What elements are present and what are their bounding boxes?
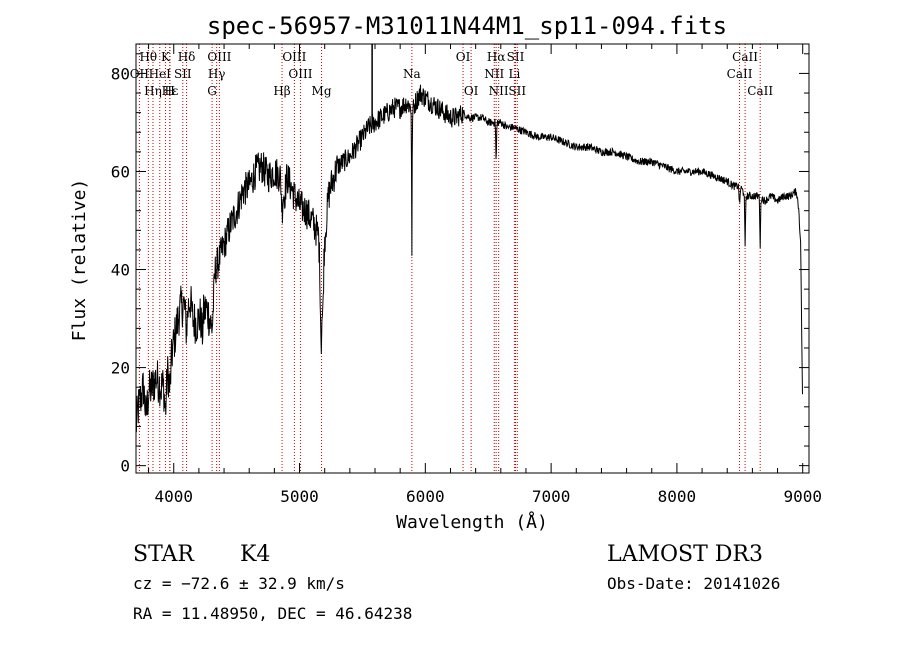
line-label: CaII [747,84,773,98]
y-tick-label: 80 [111,64,130,83]
y-tick-label: 40 [111,261,130,280]
line-label: Hα [487,50,506,64]
x-tick-label: 4000 [154,487,193,506]
line-label: SII [174,67,192,81]
line-label: SII [507,50,525,64]
line-label: Hε [162,84,179,98]
line-label: NII [489,84,509,98]
chart-title: spec-56957-M31011N44M1_sp11-094.fits [207,12,727,40]
coordinates-text: RA = 11.48950, DEC = 46.64238 [133,604,412,623]
line-label: OIII [288,67,312,81]
x-tick-label: 8000 [658,487,697,506]
spectrum-line [135,84,803,433]
line-label: OIII [207,50,231,64]
plot-frame [135,43,810,474]
line-label: H [164,84,174,98]
line-label: OI [464,84,479,98]
survey-label: LAMOST DR3 [607,542,763,567]
line-label: OIII [282,50,306,64]
line-label: CaII [732,50,758,64]
redshift-text: cz = −72.6 ± 32.9 km/s [133,574,345,593]
object-subclass: K4 [240,542,270,567]
x-tick-label: 9000 [783,487,822,506]
line-label: HeI [149,67,172,81]
y-tick-label: 60 [111,162,130,181]
line-label: Hη [144,84,162,98]
line-label: Hθ [139,50,157,64]
line-label: Li [508,67,520,81]
line-label: G [207,84,217,98]
y-axis-label: Flux (relative) [69,179,90,342]
x-tick-label: 5000 [280,487,319,506]
y-tick-label: 0 [120,457,130,476]
line-label: CaII [727,67,753,81]
axis-ticks [136,44,809,473]
line-label: K [161,50,171,64]
spectral-line-markers [138,44,761,473]
line-label: Hβ [273,84,290,98]
object-class: STAR [133,542,195,567]
obs-date-text: Obs-Date: 20141026 [607,574,780,593]
x-axis-label: Wavelength (Å) [396,511,548,533]
line-label: SII [508,84,526,98]
line-label: Hδ [178,50,196,64]
line-label: Mg [312,84,332,98]
line-label: OI [456,50,471,64]
axis-tick-labels: 4000 5000 6000 7000 8000 9000 0 20 40 60 80 [111,64,822,506]
line-label: OII [130,67,150,81]
line-label: Na [403,67,421,81]
line-label: Hγ [208,67,226,81]
x-tick-label: 7000 [532,487,571,506]
line-label: NII [484,67,504,81]
y-tick-label: 20 [111,359,130,378]
x-tick-label: 6000 [406,487,445,506]
